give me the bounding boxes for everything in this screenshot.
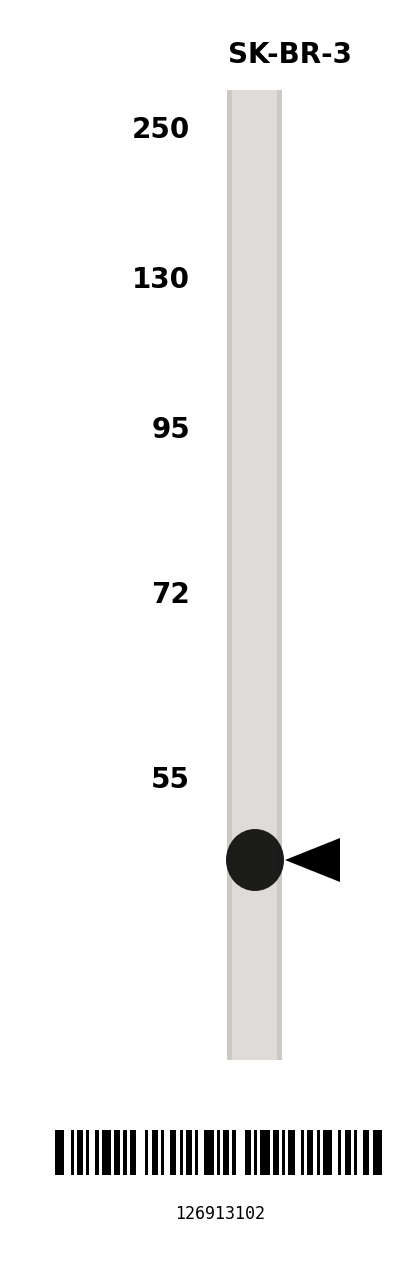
Bar bbox=[260, 1130, 269, 1175]
Bar bbox=[86, 1130, 89, 1175]
Bar bbox=[129, 1130, 136, 1175]
Polygon shape bbox=[284, 838, 339, 882]
Bar bbox=[204, 1130, 213, 1175]
Text: 95: 95 bbox=[151, 416, 189, 444]
Bar bbox=[344, 1130, 350, 1175]
Bar bbox=[70, 1130, 74, 1175]
Bar bbox=[151, 1130, 157, 1175]
Bar bbox=[123, 1130, 126, 1175]
Bar bbox=[254, 1130, 257, 1175]
Bar bbox=[160, 1130, 164, 1175]
Bar bbox=[232, 1130, 235, 1175]
Text: 126913102: 126913102 bbox=[175, 1204, 264, 1222]
Bar bbox=[272, 1130, 279, 1175]
Bar bbox=[227, 90, 282, 1060]
Bar bbox=[222, 1130, 229, 1175]
Text: 72: 72 bbox=[151, 581, 189, 609]
Text: SK-BR-3: SK-BR-3 bbox=[227, 41, 351, 69]
Ellipse shape bbox=[225, 829, 283, 891]
Bar bbox=[322, 1130, 331, 1175]
Bar bbox=[95, 1130, 98, 1175]
Bar bbox=[244, 1130, 251, 1175]
Bar bbox=[179, 1130, 182, 1175]
Bar bbox=[353, 1130, 356, 1175]
Bar bbox=[372, 1130, 381, 1175]
Bar bbox=[145, 1130, 148, 1175]
Text: 130: 130 bbox=[132, 266, 189, 294]
Bar bbox=[288, 1130, 294, 1175]
Bar bbox=[337, 1130, 341, 1175]
Bar bbox=[55, 1130, 64, 1175]
Bar bbox=[170, 1130, 176, 1175]
Bar bbox=[362, 1130, 369, 1175]
Bar bbox=[216, 1130, 220, 1175]
Bar bbox=[306, 1130, 312, 1175]
Bar bbox=[300, 1130, 303, 1175]
Bar bbox=[114, 1130, 120, 1175]
Bar bbox=[185, 1130, 191, 1175]
Bar bbox=[232, 90, 277, 1060]
Bar bbox=[281, 1130, 285, 1175]
Bar bbox=[195, 1130, 198, 1175]
Bar bbox=[76, 1130, 83, 1175]
Bar bbox=[316, 1130, 319, 1175]
Text: 250: 250 bbox=[131, 116, 189, 143]
Text: 55: 55 bbox=[151, 765, 189, 794]
Bar bbox=[101, 1130, 111, 1175]
